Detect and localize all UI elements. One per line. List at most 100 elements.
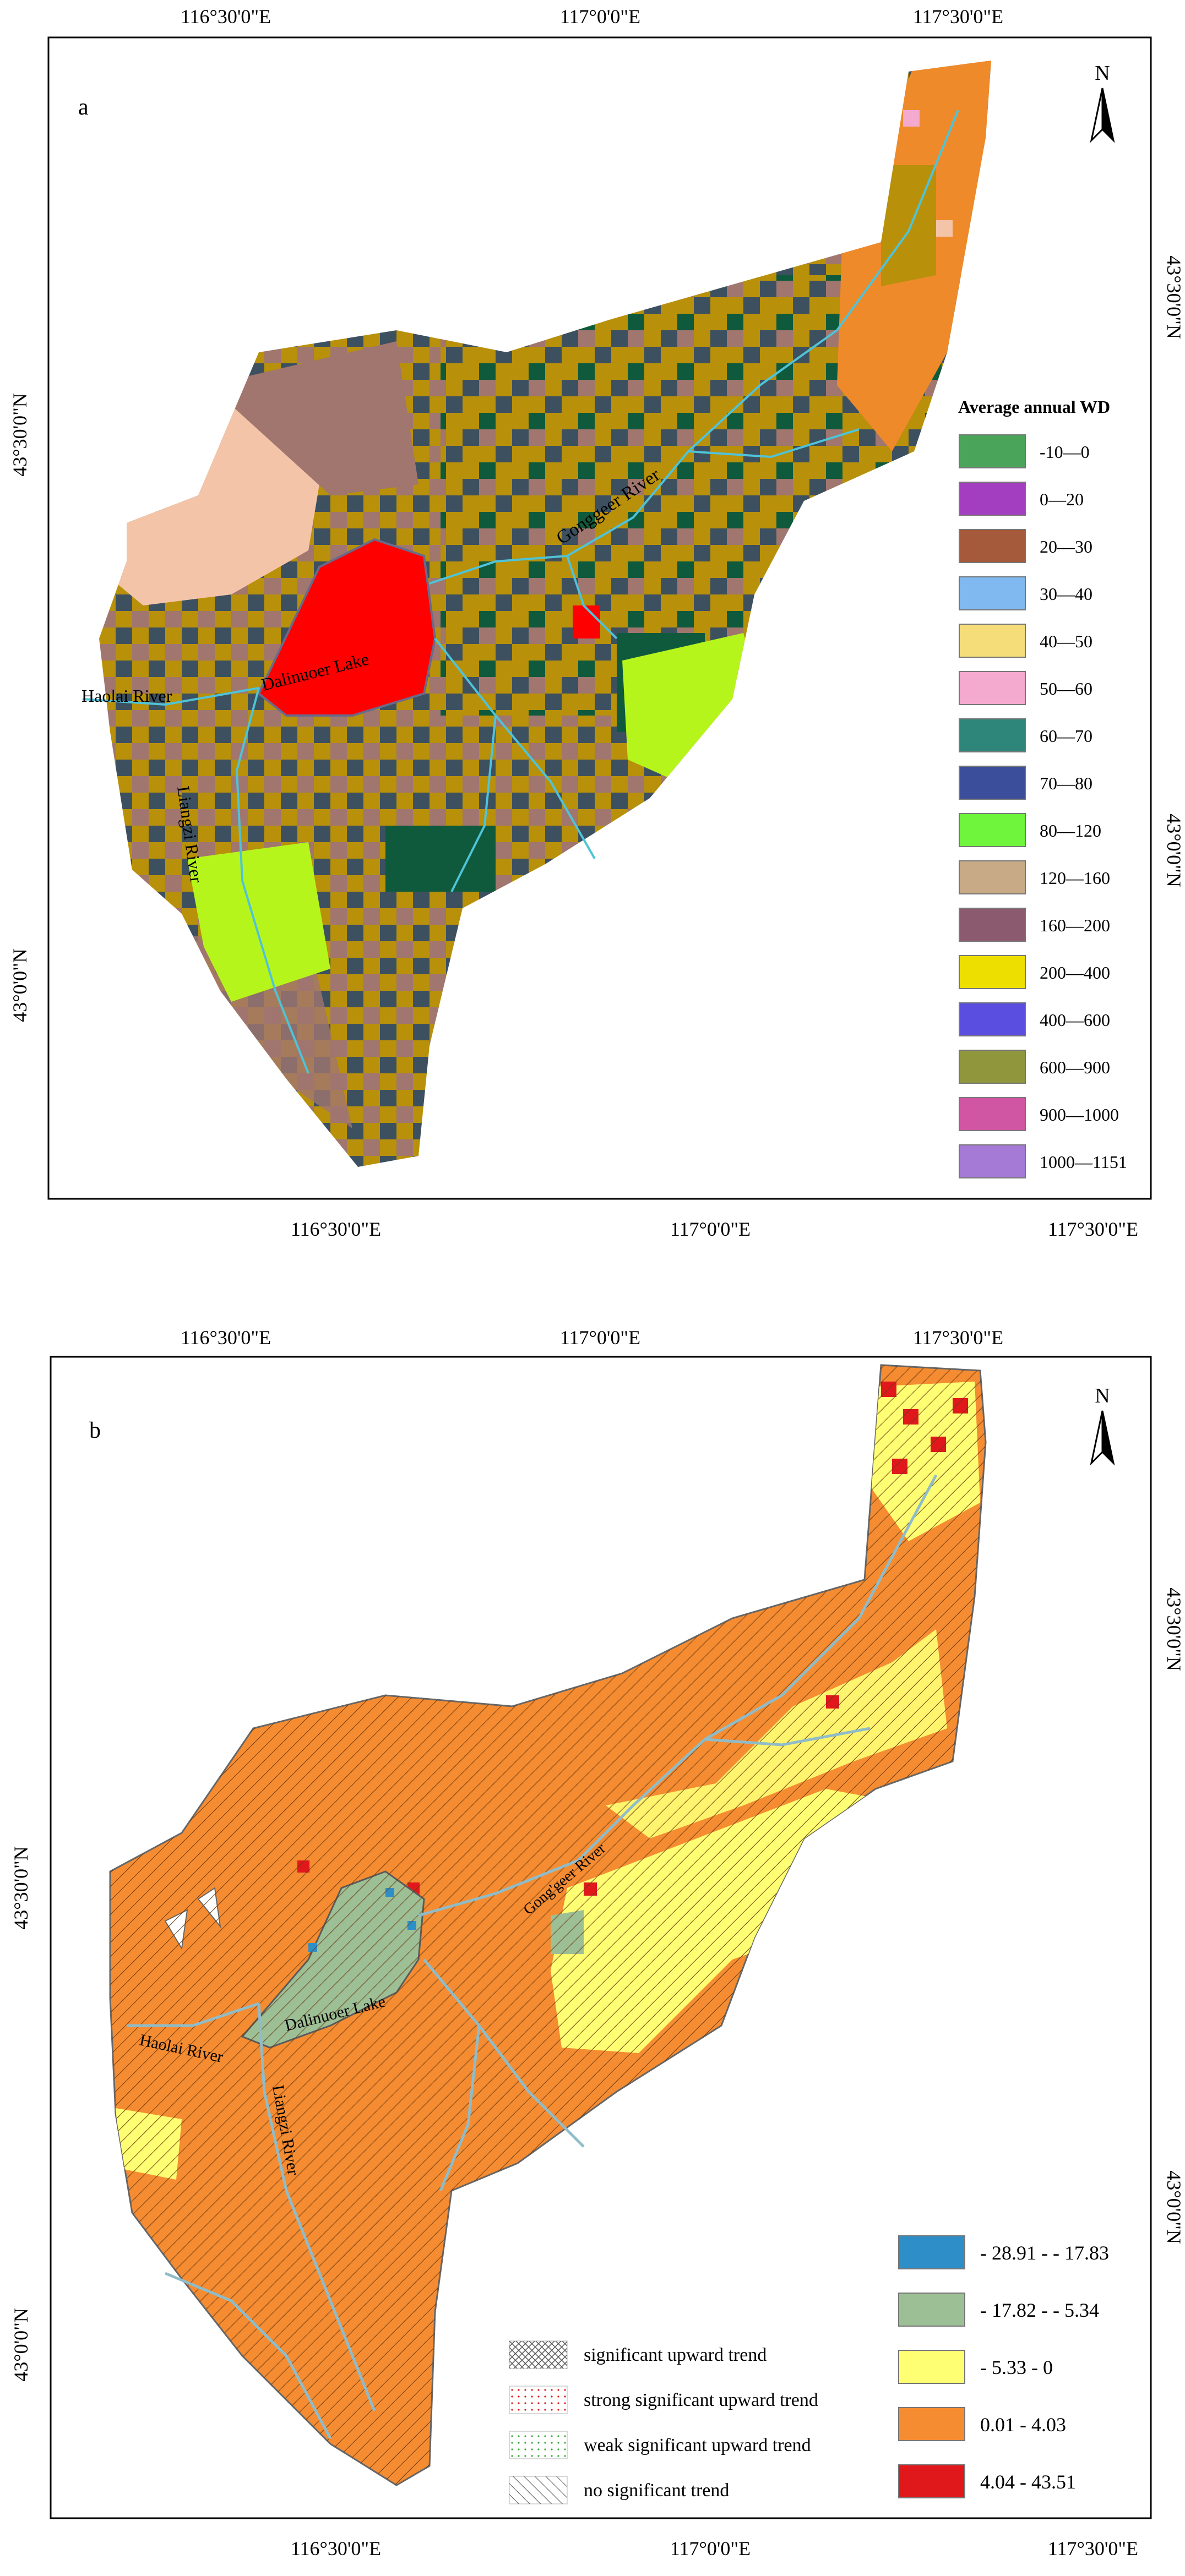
value-legend: - 28.91 - - 17.83 - 17.82 - - 5.34 - 5.33 … — [898, 2235, 1109, 2498]
value-swatch — [898, 2293, 965, 2327]
trend-legend: significant upward trend strong significa… — [509, 2340, 818, 2504]
right-tick-1: 43°30'0"N — [1163, 255, 1185, 339]
trend-legend-item: significant upward trend — [509, 2340, 767, 2369]
map-panel-a: Dalinuoer Lake Haolai River Liangzi Rive… — [0, 0, 1185, 1266]
value-legend-item: 4.04 - 43.51 — [898, 2464, 1076, 2498]
legend-a-swatch — [959, 1050, 1026, 1084]
legend-a-item: 600—900 — [959, 1050, 1110, 1084]
legend-a-swatch — [959, 529, 1026, 563]
left-tick-1: 43°30'0"N — [9, 393, 31, 477]
north-arrow-icon: N — [1090, 62, 1115, 143]
legend-a-swatch — [959, 1097, 1026, 1131]
legend-a-swatch — [959, 955, 1026, 989]
trend-legend-item: no significant trend — [509, 2476, 729, 2504]
value-legend-label: 4.04 - 43.51 — [980, 2471, 1076, 2493]
map-b-frame — [50, 1356, 1152, 2519]
legend-a-swatch — [959, 576, 1026, 610]
trend-swatch — [509, 2431, 567, 2459]
bottom-tick-2: 117°0'0"E — [670, 1218, 751, 1240]
trend-legend-item: strong significant upward trend — [509, 2386, 818, 2414]
value-legend-label: - 28.91 - - 17.83 — [980, 2242, 1109, 2264]
map-a-canvas: Dalinuoer Lake Haolai River Liangzi Rive… — [9, 6, 1185, 1240]
legend-a-swatch — [959, 482, 1026, 516]
legend-a-label: 70—80 — [1040, 773, 1092, 793]
legend-a-swatch — [959, 671, 1026, 705]
trend-swatch — [509, 2476, 567, 2504]
bottom-tick-1: 116°30'0"E — [291, 1218, 381, 1240]
legend-a-item: 1000—1151 — [959, 1144, 1127, 1178]
top-tick-1: 116°30'0"E — [181, 6, 271, 28]
legend-a: Average annual WD -10—0 0—20 20—30 30—40 40—… — [958, 397, 1127, 1178]
b-left-tick-2: 43°0'0"N — [10, 2308, 32, 2382]
map-b-rivers — [127, 1474, 938, 2439]
legend-a-label: 200—400 — [1040, 963, 1110, 983]
legend-a-swatch — [959, 860, 1026, 894]
map-a-ticks: 116°30'0"E 117°0'0"E 117°30'0"E 116°30'0… — [9, 6, 1185, 1240]
legend-a-swatch — [959, 908, 1026, 942]
map-a-frame — [47, 36, 1152, 1200]
legend-a-label: 900—1000 — [1040, 1105, 1119, 1125]
legend-a-item: 30—40 — [959, 576, 1092, 610]
panel-b-label: b — [89, 1418, 101, 1443]
b-bottom-tick-3: 117°30'0"E — [1048, 2537, 1138, 2559]
legend-a-item: 50—60 — [959, 671, 1092, 705]
map-b-basin — [109, 1364, 987, 2486]
panel-a-label: a — [78, 95, 89, 120]
trend-legend-item: weak significant upward trend — [509, 2431, 811, 2459]
map-panel-b: Dalinuoer Lake Haolai River Liangzi Rive… — [0, 1310, 1185, 2573]
legend-a-swatch — [959, 624, 1026, 658]
trend-legend-label: significant upward trend — [584, 2345, 767, 2365]
legend-a-swatch — [959, 766, 1026, 800]
legend-a-label: 160—200 — [1040, 915, 1110, 935]
legend-a-item: 60—70 — [959, 718, 1092, 752]
legend-a-item: 200—400 — [959, 955, 1110, 989]
legend-a-swatch — [959, 718, 1026, 752]
value-legend-label: - 5.33 - 0 — [980, 2356, 1053, 2378]
legend-a-label: 20—30 — [1040, 537, 1092, 556]
legend-a-swatch — [959, 1144, 1026, 1178]
top-tick-2: 117°0'0"E — [560, 6, 640, 28]
svg-text:N: N — [1095, 62, 1110, 85]
legend-a-label: 0—20 — [1040, 489, 1084, 509]
legend-a-label: 600—900 — [1040, 1057, 1110, 1077]
value-swatch — [898, 2464, 965, 2498]
top-tick-3: 117°30'0"E — [913, 6, 1003, 28]
bottom-tick-3: 117°30'0"E — [1048, 1218, 1138, 1240]
map-b-ticks: 116°30'0"E 117°0'0"E 117°30'0"E 116°30'0… — [10, 1327, 1185, 2559]
value-legend-label: - 17.82 - - 5.34 — [980, 2299, 1099, 2321]
value-legend-item: - 17.82 - - 5.34 — [898, 2293, 1099, 2327]
legend-a-label: 40—50 — [1040, 631, 1092, 651]
trend-legend-label: strong significant upward trend — [584, 2390, 818, 2410]
legend-a-item: 40—50 — [959, 624, 1092, 658]
legend-a-label: 120—160 — [1040, 868, 1110, 888]
legend-a-label: 60—70 — [1040, 726, 1092, 746]
legend-a-label: 30—40 — [1040, 584, 1092, 604]
trend-legend-label: no significant trend — [584, 2480, 729, 2501]
legend-a-item: 20—30 — [959, 529, 1092, 563]
legend-a-label: 400—600 — [1040, 1010, 1110, 1030]
legend-a-title: Average annual WD — [958, 397, 1110, 417]
legend-a-swatch — [959, 813, 1026, 847]
value-swatch — [898, 2407, 965, 2441]
b-bottom-tick-2: 117°0'0"E — [670, 2537, 751, 2559]
legend-a-label: 80—120 — [1040, 821, 1101, 841]
legend-a-swatch — [959, 434, 1026, 468]
north-arrow-icon-b: N — [1090, 1384, 1115, 1466]
legend-a-label: 50—60 — [1040, 679, 1092, 698]
legend-a-item: 80—120 — [959, 813, 1101, 847]
trend-legend-label: weak significant upward trend — [584, 2435, 811, 2455]
value-legend-item: 0.01 - 4.03 — [898, 2407, 1066, 2441]
map-b-canvas: Dalinuoer Lake Haolai River Liangzi Rive… — [10, 1327, 1185, 2559]
legend-a-item: 160—200 — [959, 908, 1110, 942]
legend-a-swatch — [959, 1002, 1026, 1036]
trend-swatch — [509, 2386, 567, 2414]
map-a-basin — [99, 61, 991, 1167]
b-right-tick-2: 43°0'0"N — [1163, 2170, 1185, 2244]
b-left-tick-1: 43°30'0"N — [10, 1846, 32, 1930]
value-legend-item: - 28.91 - - 17.83 — [898, 2235, 1109, 2269]
legend-a-item: 120—160 — [959, 860, 1110, 894]
legend-a-item: 0—20 — [959, 482, 1084, 516]
b-right-tick-1: 43°30'0"N — [1163, 1587, 1185, 1671]
b-top-tick-2: 117°0'0"E — [560, 1327, 640, 1349]
value-swatch — [898, 2350, 965, 2384]
